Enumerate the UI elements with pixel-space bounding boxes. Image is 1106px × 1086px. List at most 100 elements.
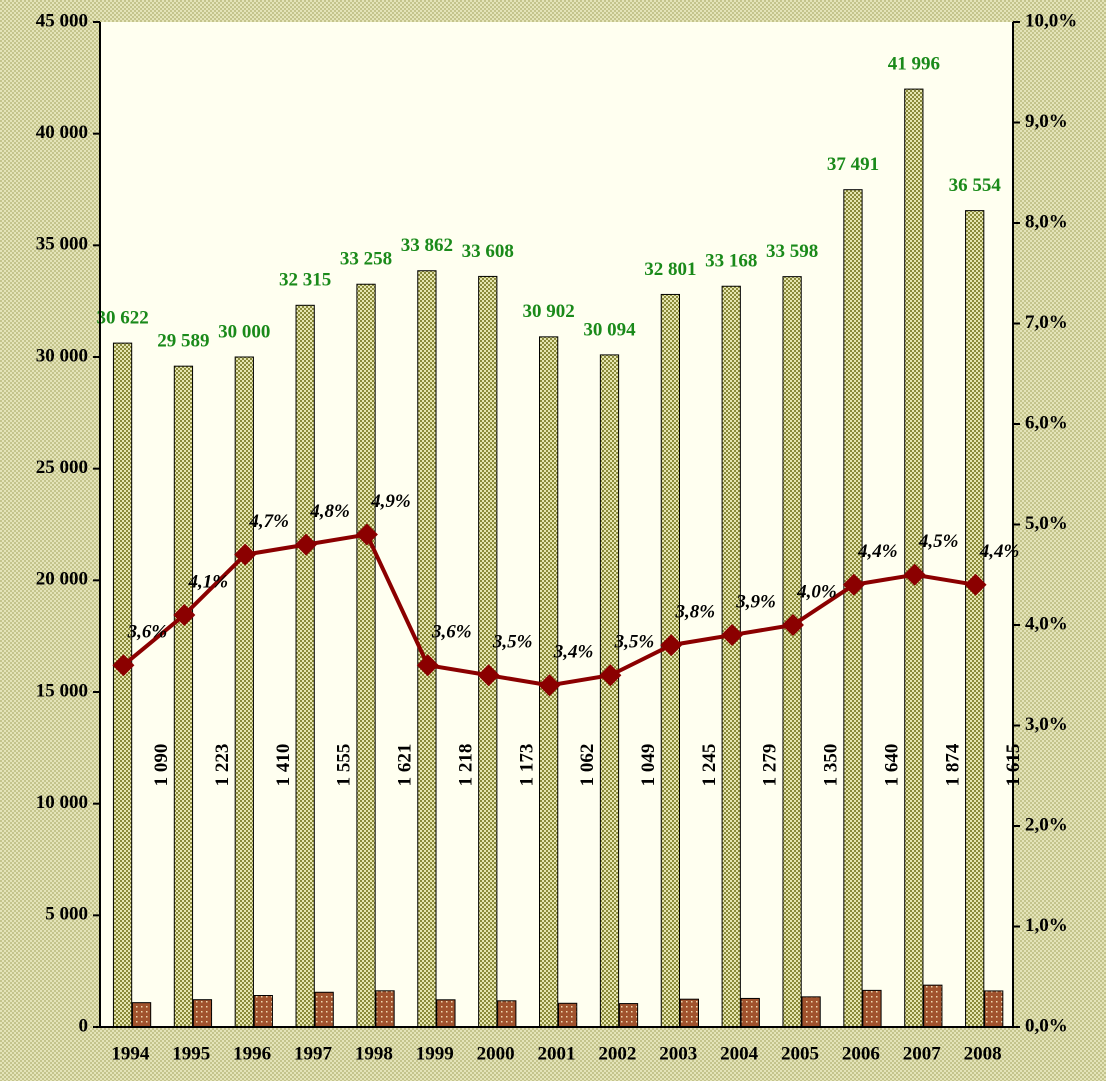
y2-tick-label: 2,0% [1025, 814, 1068, 835]
x-tick-label: 1998 [355, 1043, 393, 1064]
bar [843, 189, 863, 1028]
line-value-label: 3,9% [735, 591, 776, 612]
bar [660, 293, 680, 1028]
line-value-label: 4,5% [918, 531, 959, 552]
x-tick-label: 2005 [781, 1043, 819, 1064]
line-value-label: 3,8% [674, 601, 715, 622]
bar [295, 304, 315, 1028]
bar [173, 365, 194, 1028]
y2-tick-label: 6,0% [1025, 412, 1068, 433]
x-tick-label: 1997 [294, 1043, 333, 1064]
y2-tick-label: 3,0% [1025, 714, 1068, 735]
bar [497, 1000, 517, 1028]
y2-tick-label: 7,0% [1025, 312, 1068, 333]
line-value-label: 3,6% [127, 622, 168, 643]
line-value-label: 4,4% [857, 541, 898, 562]
y-tick-label: 0 [79, 1015, 89, 1036]
y2-tick-label: 1,0% [1025, 915, 1068, 936]
x-tick-label: 2007 [903, 1043, 942, 1064]
bar [679, 998, 699, 1028]
line-value-label: 4,8% [309, 501, 350, 522]
bar-value-label: 30 094 [583, 319, 636, 340]
bar-value-label: 1 173 [516, 744, 537, 787]
bar [984, 990, 1004, 1028]
line-value-label: 4,4% [979, 541, 1020, 562]
bar [375, 990, 395, 1028]
line-marker [781, 614, 804, 636]
y2-tick-label: 5,0% [1025, 513, 1068, 534]
x-tick-label: 1996 [233, 1043, 271, 1064]
x-tick-label: 2001 [538, 1043, 576, 1064]
y-tick-label: 10 000 [36, 792, 88, 813]
bar-value-label: 1 350 [821, 744, 842, 787]
y-tick-label: 30 000 [36, 345, 88, 366]
bar-value-label: 33 608 [462, 241, 514, 262]
bar [131, 1002, 152, 1028]
bar-value-label: 1 245 [699, 744, 720, 787]
x-tick-label: 1999 [416, 1043, 454, 1064]
line-value-label: 4,0% [796, 581, 837, 602]
x-tick-label: 2006 [842, 1043, 880, 1064]
bar-value-label: 30 902 [523, 301, 575, 322]
line-value-label: 3,5% [614, 632, 655, 653]
line-marker [416, 654, 439, 677]
y-tick-label: 35 000 [36, 234, 88, 255]
bar-value-label: 30 000 [218, 321, 270, 342]
bar [234, 356, 254, 1028]
line-value-label: 3,5% [492, 632, 533, 653]
line-value-label: 4,1% [188, 571, 229, 592]
bar [112, 342, 133, 1028]
bar-value-label: 1 640 [881, 744, 902, 787]
bar-value-label: 29 589 [157, 331, 209, 352]
bar [356, 283, 376, 1028]
line-marker [903, 563, 926, 586]
line-marker [477, 664, 500, 687]
bar [618, 1003, 639, 1028]
bar-value-label: 1 049 [638, 744, 659, 787]
y2-tick-label: 8,0% [1025, 211, 1068, 232]
line-value-label: 4,7% [248, 511, 289, 532]
bar-value-label: 36 554 [949, 175, 1002, 196]
x-tick-label: 2003 [659, 1043, 697, 1064]
bar-value-label: 1 223 [212, 744, 233, 787]
x-tick-label: 2008 [964, 1043, 1002, 1064]
bar [192, 999, 213, 1028]
y-tick-label: 25 000 [36, 457, 88, 478]
bar [862, 989, 882, 1028]
y2-tick-label: 0,0% [1025, 1015, 1068, 1036]
y-tick-label: 15 000 [36, 680, 88, 701]
x-tick-label: 2002 [598, 1043, 636, 1064]
y-tick-label: 40 000 [36, 122, 88, 143]
bar-value-label: 37 491 [827, 154, 879, 175]
y-tick-label: 45 000 [36, 10, 88, 31]
y-tick-label: 20 000 [36, 569, 88, 590]
bar [721, 285, 741, 1028]
line-marker [721, 624, 744, 647]
line-marker [599, 664, 622, 687]
line-marker [234, 543, 257, 566]
bar [740, 997, 760, 1028]
bar-value-label: 33 598 [766, 241, 818, 262]
x-tick-label: 2000 [477, 1043, 515, 1064]
line-marker [355, 523, 378, 546]
bar-value-label: 1 062 [577, 744, 598, 787]
bar [782, 276, 802, 1028]
bar [253, 995, 273, 1028]
y2-tick-label: 4,0% [1025, 613, 1068, 634]
bar-value-label: 32 315 [279, 270, 331, 291]
bar-value-label: 33 258 [340, 249, 392, 270]
line-marker [173, 603, 196, 626]
bar-value-label: 33 168 [705, 251, 757, 272]
line-value-label: 4,9% [370, 491, 411, 512]
bar-value-label: 1 555 [334, 744, 355, 787]
y-tick-label: 5 000 [45, 904, 88, 925]
y2-tick-label: 10,0% [1025, 10, 1077, 31]
bar [965, 210, 985, 1028]
bar [314, 991, 334, 1028]
bar [599, 354, 620, 1028]
bar-value-label: 32 801 [644, 259, 696, 280]
bar-value-label: 1 218 [455, 744, 476, 787]
line-marker [112, 654, 135, 677]
y2-tick-label: 9,0% [1025, 111, 1068, 132]
